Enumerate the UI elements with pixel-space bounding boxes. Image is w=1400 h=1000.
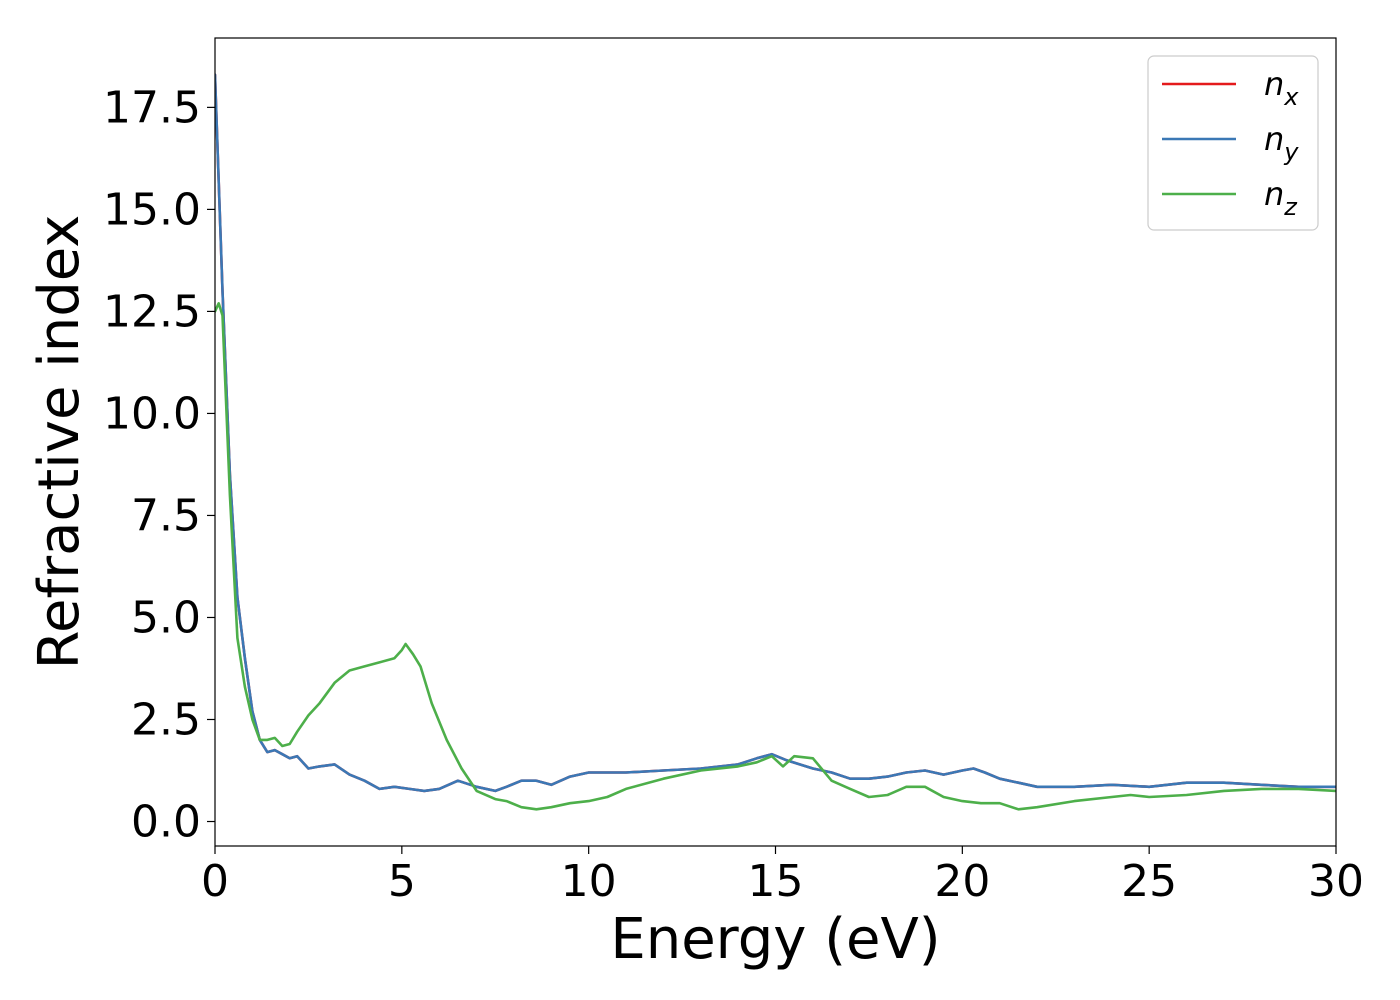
x-tick-label: 0 <box>201 856 229 907</box>
y-ticks: 0.0 2.5 5.0 7.5 10.0 12.5 15.0 17.5 <box>103 82 215 848</box>
x-axis-label: Energy (eV) <box>610 907 940 972</box>
legend-label-subscript: y <box>1283 138 1299 166</box>
x-tick-label: 10 <box>561 856 617 907</box>
y-tick-label: 17.5 <box>103 82 201 133</box>
legend-label-subscript: z <box>1283 193 1298 221</box>
legend-label-main: n <box>1264 65 1284 103</box>
legend-label-main: n <box>1264 175 1284 213</box>
y-tick-label: 0.0 <box>131 797 201 848</box>
y-tick-label: 7.5 <box>131 490 201 541</box>
series-line-nz <box>215 302 1336 811</box>
legend-label-main: n <box>1264 120 1284 158</box>
y-tick-label: 2.5 <box>131 694 201 745</box>
y-axis-label: Refractive index <box>27 215 92 670</box>
x-tick-label: 5 <box>388 856 416 907</box>
y-tick-label: 12.5 <box>103 286 201 337</box>
y-tick-label: 10.0 <box>103 388 201 439</box>
x-tick-label: 20 <box>934 856 990 907</box>
legend-label-nx: nx <box>1264 65 1299 111</box>
series-layer <box>215 73 1336 811</box>
x-tick-label: 15 <box>748 856 804 907</box>
legend-label-subscript: x <box>1283 83 1299 111</box>
x-tick-label: 25 <box>1121 856 1177 907</box>
x-ticks: 0 5 10 15 20 25 30 <box>201 846 1364 907</box>
legend-label-ny: ny <box>1264 120 1299 166</box>
legend-box <box>1147 55 1319 231</box>
y-tick-label: 5.0 <box>131 592 201 643</box>
legend-label-nz: nz <box>1264 175 1298 221</box>
x-tick-label: 30 <box>1308 856 1364 907</box>
y-tick-label: 15.0 <box>103 184 201 235</box>
series-line-ny <box>215 73 1336 793</box>
